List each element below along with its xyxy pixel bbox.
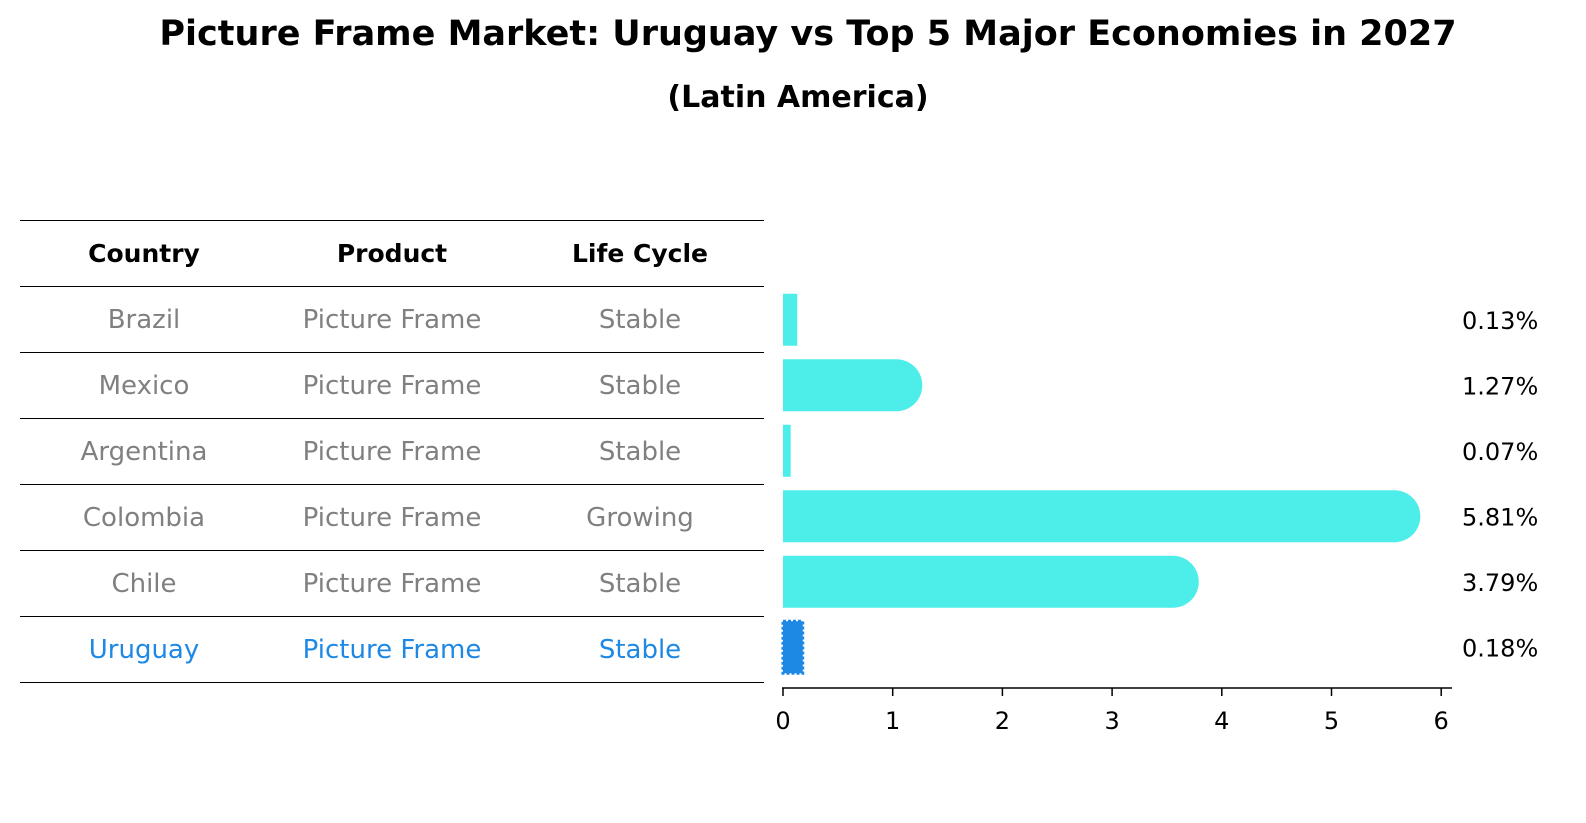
x-tick-label: 4 (1214, 707, 1229, 735)
bar-colombia (783, 490, 1421, 543)
chart-subtitle: (Latin America) (667, 80, 929, 115)
chart-title: Picture Frame Market: Uruguay vs Top 5 M… (159, 14, 1457, 54)
value-label: 0.13% (1462, 307, 1538, 335)
cell-life-cycle: Stable (516, 550, 764, 617)
cell-life-cycle: Stable (516, 616, 764, 683)
header-country: Country (20, 220, 268, 287)
cell-country: Uruguay (20, 616, 268, 683)
cell-country: Chile (20, 550, 268, 617)
cell-product: Picture Frame (268, 352, 516, 419)
value-label: 0.18% (1462, 634, 1538, 662)
cell-life-cycle: Stable (516, 418, 764, 485)
value-label: 1.27% (1462, 372, 1538, 400)
value-label: 5.81% (1462, 503, 1538, 531)
cell-product: Picture Frame (268, 418, 516, 485)
bar-uruguay (781, 619, 805, 675)
table-row: Mexico Picture Frame Stable (20, 352, 764, 419)
bar-mexico (783, 359, 923, 412)
cell-country: Colombia (20, 484, 268, 551)
cell-country: Mexico (20, 352, 268, 419)
value-label: 3.79% (1462, 569, 1538, 597)
header-product: Product (268, 220, 516, 287)
table-header-row: Country Product Life Cycle (20, 220, 764, 287)
cell-product: Picture Frame (268, 616, 516, 683)
table-row: Chile Picture Frame Stable (20, 550, 764, 617)
cell-life-cycle: Stable (516, 352, 764, 419)
x-tick-label: 2 (995, 707, 1010, 735)
table-row: Brazil Picture Frame Stable (20, 286, 764, 353)
market-table: Country Product Life Cycle Brazil Pictur… (20, 220, 764, 683)
cell-life-cycle: Stable (516, 286, 764, 353)
bar-brazil (783, 293, 798, 346)
bar-chile (783, 555, 1199, 608)
x-tick-label: 5 (1324, 707, 1339, 735)
table-row: Colombia Picture Frame Growing (20, 484, 764, 551)
cell-product: Picture Frame (268, 484, 516, 551)
table-row: Uruguay Picture Frame Stable (20, 616, 764, 683)
header-life-cycle: Life Cycle (516, 220, 764, 287)
cell-life-cycle: Growing (516, 484, 764, 551)
value-label: 0.07% (1462, 438, 1538, 466)
table-row: Argentina Picture Frame Stable (20, 418, 764, 485)
x-tick-label: 1 (885, 707, 900, 735)
bar-argentina (783, 424, 791, 477)
cell-country: Argentina (20, 418, 268, 485)
x-tick-label: 3 (1104, 707, 1119, 735)
cell-product: Picture Frame (268, 550, 516, 617)
cell-country: Brazil (20, 286, 268, 353)
x-tick-label: 0 (775, 707, 790, 735)
cell-product: Picture Frame (268, 286, 516, 353)
x-tick-label: 6 (1434, 707, 1449, 735)
